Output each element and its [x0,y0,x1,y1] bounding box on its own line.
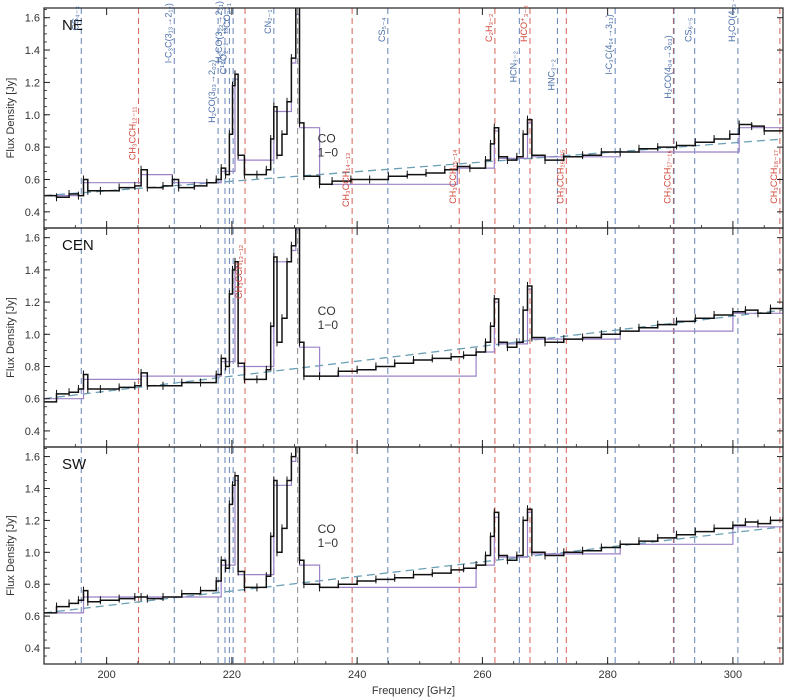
y-tick-label: 1.2 [25,77,40,89]
y-tick-label: 0.6 [25,394,40,406]
co-transition-label: 1−0 [318,318,339,332]
x-tick-label: 200 [97,669,115,681]
x-tick-label: 240 [348,669,366,681]
x-tick-label: 220 [223,669,241,681]
y-tick-label: 1.4 [25,45,40,57]
spectrum-series [44,228,783,403]
line-label: CH₃CCH₁₆₋₁₅ [555,149,565,204]
co-label: CO [318,304,336,318]
line-label: H₂CO(4₁₃→3₁₂) [727,0,737,42]
y-tick-label: 1.0 [25,329,40,341]
y-tick-label: 0.8 [25,579,40,591]
panel-cen: 0.4 0.6 0.8 1.0 1.2 1.4 1.6 Flux Density [Jy] CE… [5,227,784,448]
line-label: CH₃CCH₁₅₋₁₄ [448,149,458,204]
panel-label: NE [62,17,83,34]
y-tick-label: 1.0 [25,110,40,122]
line-label: H₂CO(3₀₃→2₀₂) [207,60,217,123]
panel-frame [43,227,784,448]
y-axis-label: Flux Density [Jy] [5,515,17,596]
y-tick-label: 0.4 [25,207,40,219]
y-axis-label: Flux Density [Jy] [5,78,17,159]
y-tick-label: 0.8 [25,361,40,373]
x-tick-label: 260 [473,669,491,681]
y-tick-label: 0.8 [25,142,40,154]
line-label: CH₃CCH₁₈₋₁₇ [769,150,779,204]
line-label: C¹⁸O₂₋₁ [218,43,228,75]
line-label: CH₃CCH₁₄₋₁₃ [341,152,351,207]
spectrum-series [44,8,783,199]
y-tick-label: 1.4 [25,483,40,495]
panel-label: SW [62,456,87,473]
co-transition-label: 1−0 [318,145,339,159]
panel-frame [43,446,784,665]
y-tick-label: 1.0 [25,547,40,559]
line-label: CS₆₋₅ [684,17,694,42]
line-label: CN₂₋₁ [263,10,273,34]
panel-sw: 0.4 0.6 0.8 1.0 1.2 1.4 1.6 Flux Density [Jy] SW… [5,446,784,665]
line-label: ¹³CO₂₋₁ [222,3,232,34]
panel-label: CEN [62,237,94,254]
line-label: HNC₃₋₂ [546,59,556,91]
y-tick-label: 1.4 [25,265,40,277]
x-tick-label: 300 [724,669,742,681]
y-tick-label: 1.6 [25,233,40,245]
panel-ne: 0.4 0.6 0.8 1.0 1.2 1.4 1.6 Flux Density [Jy] NE… [5,0,784,229]
x-axis-label: Frequency [GHz] [372,685,455,697]
line-label: HCN₃₋₂ [508,50,518,82]
co-label: CO [318,522,336,536]
model-series [44,229,783,400]
y-tick-label: 1.6 [25,13,40,25]
line-label: H₂CO(3₂₂→2₂₁) [214,1,224,63]
line-label: CH₃CCH₁₇₋₁₆ [662,150,672,204]
y-tick-label: 1.6 [25,452,40,464]
y-tick-label: 0.6 [25,611,40,623]
y-tick-label: 0.4 [25,643,40,655]
x-tick-label: 280 [598,669,616,681]
y-tick-label: 0.4 [25,426,40,438]
co-transition-label: 1−0 [318,536,339,550]
y-tick-label: 1.2 [25,297,40,309]
line-label: H₂CO(4₀₄→3₀₃) [663,35,673,98]
model-series [44,447,783,614]
line-label: CS₅₋₄ [377,17,387,42]
continuum-line [43,526,784,614]
line-label: C₂H₃₋₂ [484,13,494,42]
continuum-line [43,309,784,400]
line-label: l-C₃C(3₁₃→2₁₂) [163,3,173,63]
y-tick-label: 0.6 [25,174,40,186]
line-label: l-C₃C(4₁₄→3₁₃) [604,14,614,74]
line-label: HCO⁺₃₋₂ [519,5,529,42]
spectrum-series [44,447,783,614]
line-label: CS₄₋₃ [70,6,80,31]
y-axis-label: Flux Density [Jy] [5,297,17,378]
co-label: CO [318,131,336,145]
line-label: CH₃CCH₁₂₋₁₁ [128,107,138,161]
y-tick-label: 1.2 [25,515,40,527]
line-label: CH₃CCH₁₃₋₁₂ [234,244,244,299]
